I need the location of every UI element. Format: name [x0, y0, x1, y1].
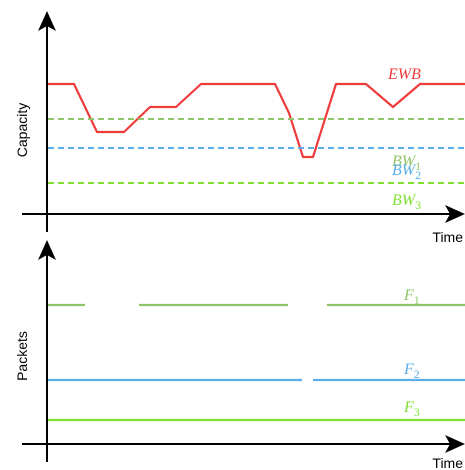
bw3-label: BW3 — [392, 192, 421, 212]
top-x-axis-label: Time — [432, 229, 463, 245]
bottom-y-axis-label: Packets — [14, 331, 30, 381]
bw1-label: BW1 — [392, 153, 421, 173]
bottom-x-axis-arrowhead — [445, 435, 465, 453]
top-x-axis-arrowhead — [445, 205, 465, 223]
top-y-axis-label: Capacity — [14, 103, 30, 157]
f1-label: F1 — [403, 287, 420, 307]
ewb-label: EWB — [387, 66, 421, 83]
bottom-x-axis-label: Time — [432, 455, 463, 470]
f2-label: F2 — [403, 361, 420, 381]
ewb-capacity-line — [48, 82, 465, 159]
bottom-y-axis-arrowhead — [38, 240, 56, 260]
bw2-label: BW2 — [392, 162, 421, 182]
top-y-axis-arrowhead — [38, 11, 56, 31]
f3-label: F3 — [403, 399, 420, 419]
